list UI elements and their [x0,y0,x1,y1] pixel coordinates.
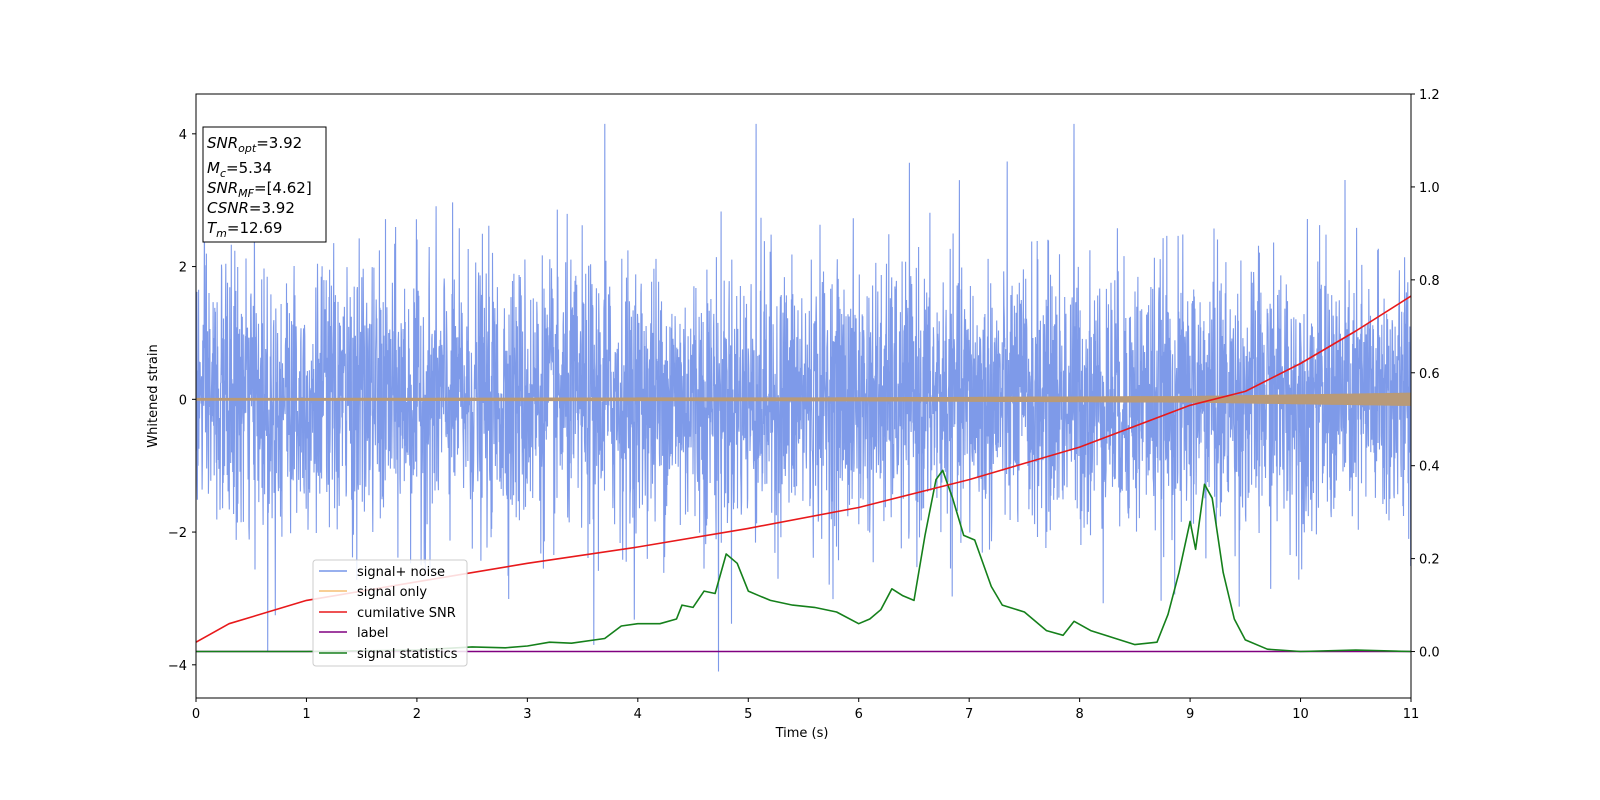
y-axis-label: Whitened strain [146,344,161,447]
signal-only-line [196,392,1411,406]
snr-opt-annotation: SNRopt=3.92 [207,134,302,155]
x-tick-label-3: 3 [523,707,531,722]
legend: signal+ noise signal only cumilative SNR… [312,559,468,667]
x-tick-label-7: 7 [965,707,973,722]
snr-mf-annotation: SNRMF=[4.62] [207,179,312,200]
x-tick-label-2: 2 [413,707,421,722]
legend-label-signal-only: signal only [357,585,427,600]
x-tick-label-1: 1 [302,707,310,722]
signal-only-series [196,392,1411,406]
y2-tick-label-5: 1.0 [1419,181,1440,196]
y2-tick-label-4: 0.8 [1419,274,1440,289]
legend-label-signal-statistics: signal statistics [357,647,458,662]
plot-frame [195,93,1412,699]
x-tick-label-5: 5 [744,707,752,722]
x-tick-label-11: 11 [1403,707,1420,722]
y-axis-right: 0.0 0.2 0.4 0.6 0.8 1.0 1.2 [1411,88,1440,661]
y-tick-label-1: −2 [168,526,187,541]
x-axis-label: Time (s) [775,726,829,741]
x-tick-label-8: 8 [1075,707,1083,722]
x-tick-label-0: 0 [192,707,200,722]
y2-tick-label-0: 0.0 [1419,646,1440,661]
y-axis-left: −4 −2 0 2 4 [168,128,196,674]
x-tick-label-9: 9 [1186,707,1194,722]
y-tick-label-3: 2 [179,261,187,276]
csnr-annotation: CSNR=3.92 [207,199,295,217]
tm-annotation: Tm=12.69 [207,219,282,240]
y2-tick-label-3: 0.6 [1419,367,1440,382]
x-tick-label-10: 10 [1292,707,1309,722]
y2-tick-label-1: 0.2 [1419,553,1440,568]
signal-statistics-line [196,469,1411,653]
stats-box: SNRopt=3.92 Mc=5.34 SNRMF=[4.62] CSNR=3.… [202,126,327,243]
signal-noise-series [196,123,1411,672]
legend-label-cumulative-snr: cumilative SNR [357,606,456,621]
y2-tick-label-6: 1.2 [1419,88,1440,103]
y-tick-label-2: 0 [179,393,187,408]
legend-label-signal-noise: signal+ noise [357,565,445,580]
x-tick-label-6: 6 [855,707,863,722]
legend-label-label: label [357,626,388,641]
mc-annotation: Mc=5.34 [207,159,272,180]
x-axis: 0 1 2 3 4 5 6 7 8 9 10 11 [192,698,1419,722]
y2-tick-label-2: 0.4 [1419,460,1440,475]
signal-noise-line [196,123,1411,672]
y-tick-label-0: −4 [168,659,187,674]
y-tick-label-4: 4 [179,128,187,143]
x-tick-label-4: 4 [634,707,642,722]
